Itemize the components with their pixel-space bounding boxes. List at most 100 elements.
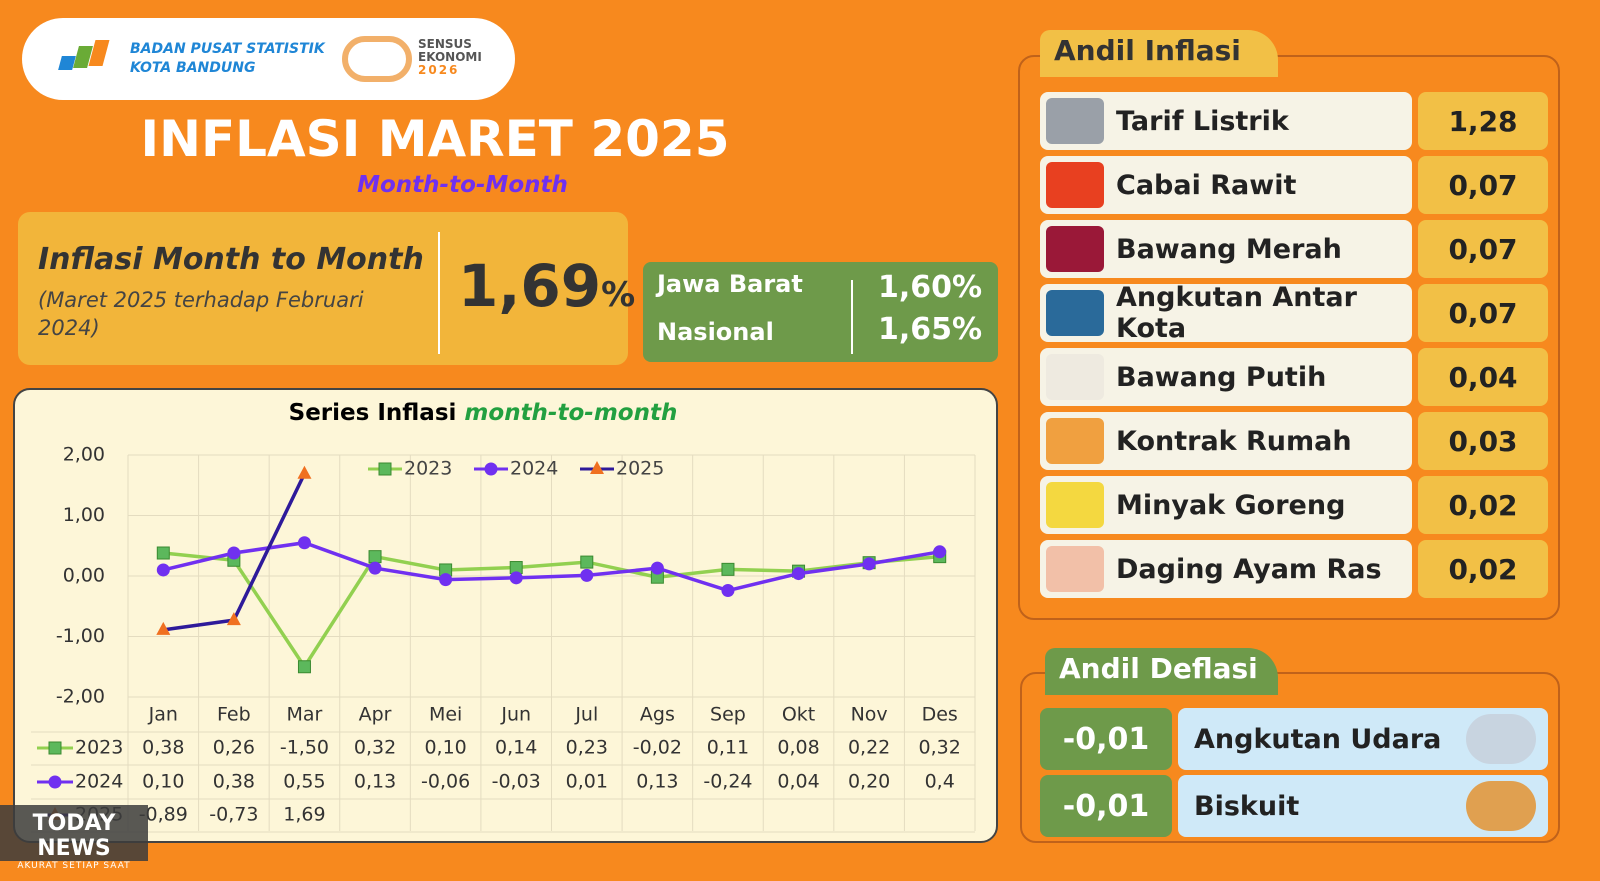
point <box>862 557 876 571</box>
item-icon <box>1466 781 1536 831</box>
point <box>439 573 453 587</box>
y-tick-label: 0,00 <box>63 565 105 587</box>
deflasi-title: Andil Deflasi <box>1045 648 1278 695</box>
inflasi-panel <box>1018 55 1560 620</box>
watermark: TODAY NEWS AKURAT SETIAP SAAT <box>0 805 148 871</box>
y-tick-label: -2,00 <box>56 686 105 708</box>
table-cell: 1,69 <box>283 804 325 826</box>
item-value: -0,01 <box>1040 708 1172 770</box>
x-tick-label: Mar <box>287 704 323 726</box>
table-cell: 0,38 <box>213 771 255 793</box>
table-cell: 0,4 <box>925 771 955 793</box>
x-tick-label: Nov <box>851 704 888 726</box>
chart: Series Inflasi month-to-month -2,00 -1,00… <box>13 388 998 843</box>
point <box>378 462 392 476</box>
legend-label: 2025 <box>616 458 664 480</box>
item-icon <box>1046 226 1104 272</box>
point <box>227 546 241 560</box>
table-cell: 0,26 <box>213 737 255 759</box>
main-title: INFLASI MARET 2025 <box>140 110 730 168</box>
region: Nasional <box>657 318 774 346</box>
table-cell: 0,55 <box>283 771 325 793</box>
census-logo <box>342 36 412 82</box>
item-icon <box>1046 162 1104 208</box>
item-icon <box>1046 418 1104 464</box>
table-cell: 0,10 <box>424 737 466 759</box>
x-tick-label: Ags <box>640 704 675 726</box>
table-cell: 0,13 <box>636 771 678 793</box>
point <box>297 536 311 550</box>
item-icon <box>1046 98 1104 144</box>
chart-title-highlight: month-to-month <box>464 400 677 426</box>
item-value: 0,07 <box>1418 284 1548 342</box>
item-icon <box>1046 290 1104 336</box>
x-tick-label: Jul <box>574 704 598 726</box>
legend-label: 2024 <box>510 458 558 480</box>
table-cell: -0,73 <box>209 804 258 826</box>
comparison-box: Jawa Barat 1,60% Nasional 1,65% <box>643 262 998 362</box>
point <box>509 571 523 585</box>
y-tick-label: -1,00 <box>56 625 105 647</box>
item-value: 0,04 <box>1418 348 1548 406</box>
table-cell: 0,32 <box>354 737 396 759</box>
census-text: SENSUS EKONOMI 2026 <box>418 37 482 77</box>
item-value: 0,07 <box>1418 156 1548 214</box>
table-cell: 0,23 <box>566 737 608 759</box>
region-value: 1,60% <box>878 270 983 305</box>
region-value: 1,65% <box>878 312 983 347</box>
item-value: -0,01 <box>1040 775 1172 837</box>
item-icon <box>1046 354 1104 400</box>
watermark-tagline: AKURAT SETIAP SAAT <box>17 861 131 871</box>
point <box>933 545 947 559</box>
point <box>721 584 735 598</box>
table-cell: 0,13 <box>354 771 396 793</box>
point <box>580 555 594 569</box>
inflasi-title: Andil Inflasi <box>1040 30 1278 77</box>
item-value: 1,28 <box>1418 92 1548 150</box>
subtitle: Month-to-Month <box>357 172 568 198</box>
table-cell: 0,11 <box>707 737 749 759</box>
x-tick-label: Jan <box>148 704 178 726</box>
table-cell: -0,24 <box>703 771 752 793</box>
table-cell: -0,02 <box>633 737 682 759</box>
chart-panel <box>13 388 998 843</box>
table-cell: 0,38 <box>142 737 184 759</box>
item-value: 0,02 <box>1418 476 1548 534</box>
table-row-label: 2023 <box>75 737 123 759</box>
table-cell: -0,03 <box>492 771 541 793</box>
point <box>580 568 594 582</box>
legend-label: 2023 <box>404 458 452 480</box>
point <box>590 461 604 474</box>
chart-title: Series Inflasi month-to-month <box>289 400 678 426</box>
x-tick-label: Apr <box>359 704 392 726</box>
point <box>297 465 312 479</box>
org-name: BADAN PUSAT STATISTIK KOTA BANDUNG <box>130 41 325 76</box>
x-tick-label: Feb <box>217 704 251 726</box>
point <box>156 546 170 560</box>
table-row-label: 2024 <box>75 771 123 793</box>
bps-logo <box>58 40 110 78</box>
item-value: 0,02 <box>1418 540 1548 598</box>
point <box>368 550 382 564</box>
watermark-brand: TODAY NEWS <box>32 811 116 861</box>
table-cell: 0,10 <box>142 771 184 793</box>
table-cell: 0,08 <box>777 737 819 759</box>
table-cell: -0,06 <box>421 771 470 793</box>
point <box>721 562 735 576</box>
chart-title-text: Series Inflasi <box>289 400 457 426</box>
y-tick-label: 1,00 <box>63 504 105 526</box>
region: Jawa Barat <box>657 270 803 298</box>
headline-label: Inflasi Month to Month <box>38 242 424 277</box>
y-tick-label: 2,00 <box>63 444 105 466</box>
point <box>792 567 806 581</box>
table-cell: 0,22 <box>848 737 890 759</box>
point <box>368 561 382 575</box>
table-cell: 0,32 <box>919 737 961 759</box>
x-tick-label: Jun <box>500 704 531 726</box>
item-value: 0,03 <box>1418 412 1548 470</box>
x-tick-label: Des <box>922 704 958 726</box>
item-icon <box>1046 546 1104 592</box>
table-cell: 0,14 <box>495 737 537 759</box>
headline-box: Inflasi Month to Month (Maret 2025 terha… <box>18 212 635 365</box>
x-tick-label: Mei <box>429 704 462 726</box>
